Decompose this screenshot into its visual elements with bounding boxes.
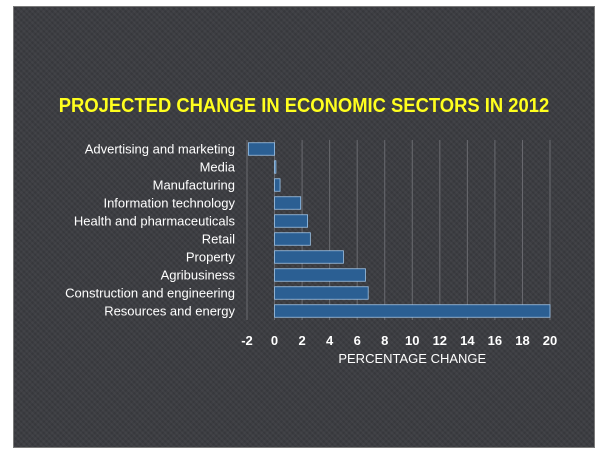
x-axis-title: PERCENTAGE CHANGE [338, 351, 486, 366]
x-tick-label: 0 [271, 333, 278, 348]
x-tick-label: 4 [326, 333, 334, 348]
slide-background: PROJECTED CHANGE IN ECONOMIC SECTORS IN … [13, 6, 595, 448]
category-label: Media [200, 160, 236, 175]
x-tick-label: 8 [381, 333, 388, 348]
x-tick-label: 18 [515, 333, 529, 348]
category-label: Health and pharmaceuticals [74, 214, 236, 229]
category-label: Construction and engineering [65, 286, 235, 301]
category-labels: Advertising and marketing Media Manufactur… [65, 142, 236, 319]
x-tick-label: 6 [354, 333, 361, 348]
category-label: Manufacturing [153, 178, 235, 193]
bar-information-technology [274, 196, 302, 210]
category-label: Property [186, 250, 236, 265]
bar-construction-and-engineering [274, 286, 369, 300]
x-tick-labels: -2 0 2 4 6 8 10 12 14 16 18 20 [241, 333, 557, 348]
chart-title: PROJECTED CHANGE IN ECONOMIC SECTORS IN … [58, 95, 550, 117]
x-tick-label: 10 [405, 333, 419, 348]
bar-retail [274, 232, 311, 246]
bars [247, 142, 551, 318]
x-tick-label: -2 [241, 333, 253, 348]
bar-media [274, 160, 277, 174]
category-label: Agribusiness [161, 268, 236, 283]
bar-manufacturing [274, 178, 281, 192]
x-tick-label: 16 [488, 333, 502, 348]
category-label: Advertising and marketing [85, 142, 235, 157]
category-label: Information technology [103, 196, 235, 211]
category-label: Resources and energy [104, 304, 235, 319]
x-tick-label: 2 [298, 333, 305, 348]
bar-advertising-and-marketing [247, 142, 275, 156]
x-tick-label: 20 [543, 333, 557, 348]
bar-property [274, 250, 344, 264]
category-label: Retail [202, 232, 235, 247]
bar-health-and-pharmaceuticals [274, 214, 308, 228]
bar-agribusiness [274, 268, 366, 282]
bar-chart: Advertising and marketing Media Manufactur… [65, 140, 557, 366]
x-tick-label: 14 [460, 333, 475, 348]
bar-resources-and-energy [274, 304, 551, 318]
x-tick-label: 12 [433, 333, 447, 348]
